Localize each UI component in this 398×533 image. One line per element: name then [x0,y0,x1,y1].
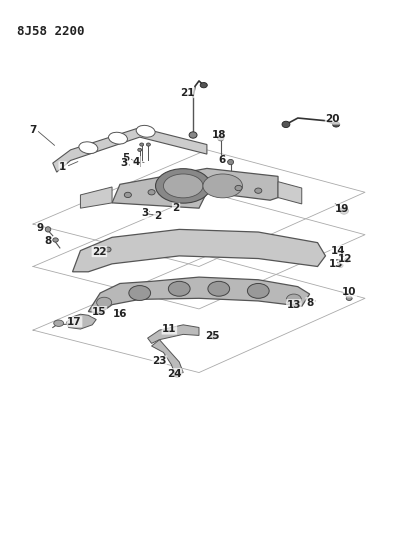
Ellipse shape [235,185,242,191]
Text: 17: 17 [67,317,82,327]
Text: 16: 16 [113,309,127,319]
Text: 19: 19 [335,204,349,214]
Ellipse shape [148,190,155,195]
Ellipse shape [136,125,155,137]
Ellipse shape [146,143,150,146]
Polygon shape [66,314,96,329]
Polygon shape [80,187,112,208]
Ellipse shape [338,263,343,268]
Ellipse shape [282,121,290,127]
Ellipse shape [105,247,111,252]
Text: 13: 13 [287,300,301,310]
Ellipse shape [53,238,58,242]
Text: 12: 12 [338,254,353,263]
Ellipse shape [286,294,301,305]
Text: 1: 1 [59,162,66,172]
Polygon shape [148,325,199,343]
Text: 2: 2 [154,211,161,221]
Ellipse shape [346,296,352,301]
Ellipse shape [248,284,269,298]
Ellipse shape [208,281,230,296]
Ellipse shape [129,286,150,301]
Text: 13: 13 [329,259,344,269]
Text: 4: 4 [133,157,140,166]
Ellipse shape [45,227,51,232]
Text: 22: 22 [92,247,107,257]
Text: 9: 9 [37,223,44,233]
Ellipse shape [109,132,127,144]
Text: 2: 2 [172,203,180,213]
Text: 18: 18 [212,130,227,140]
Text: 8: 8 [45,236,52,246]
Polygon shape [53,127,207,172]
Ellipse shape [339,253,345,257]
Text: 11: 11 [162,324,177,334]
Ellipse shape [203,174,242,198]
Text: 24: 24 [167,369,182,378]
Ellipse shape [200,83,207,88]
Text: 6: 6 [218,156,226,165]
Text: 3: 3 [120,158,127,168]
Ellipse shape [333,122,340,127]
Ellipse shape [138,148,142,151]
Text: 3: 3 [141,208,148,219]
Ellipse shape [156,168,211,203]
Ellipse shape [174,372,180,377]
Polygon shape [152,340,183,375]
Polygon shape [278,182,302,204]
Ellipse shape [124,192,131,198]
Text: 7: 7 [29,125,37,135]
Polygon shape [112,168,278,208]
Text: 10: 10 [342,287,357,297]
Ellipse shape [345,258,350,262]
Text: 21: 21 [180,87,194,98]
Ellipse shape [228,159,234,165]
Text: 25: 25 [206,332,220,342]
Text: 5: 5 [122,153,129,163]
Ellipse shape [168,281,190,296]
Text: 8J58 2200: 8J58 2200 [17,25,85,38]
Ellipse shape [97,297,112,308]
Text: 20: 20 [325,114,340,124]
Ellipse shape [164,174,203,198]
Ellipse shape [54,320,64,326]
Ellipse shape [218,135,224,141]
Text: 14: 14 [331,246,345,256]
Ellipse shape [340,208,348,214]
Ellipse shape [140,143,144,146]
Ellipse shape [211,334,218,339]
Text: 23: 23 [152,356,167,366]
Polygon shape [72,229,326,272]
Text: 8: 8 [306,297,313,308]
Ellipse shape [79,142,98,154]
Ellipse shape [189,132,197,138]
Polygon shape [88,277,310,313]
Text: 15: 15 [92,306,107,317]
Ellipse shape [255,188,262,193]
